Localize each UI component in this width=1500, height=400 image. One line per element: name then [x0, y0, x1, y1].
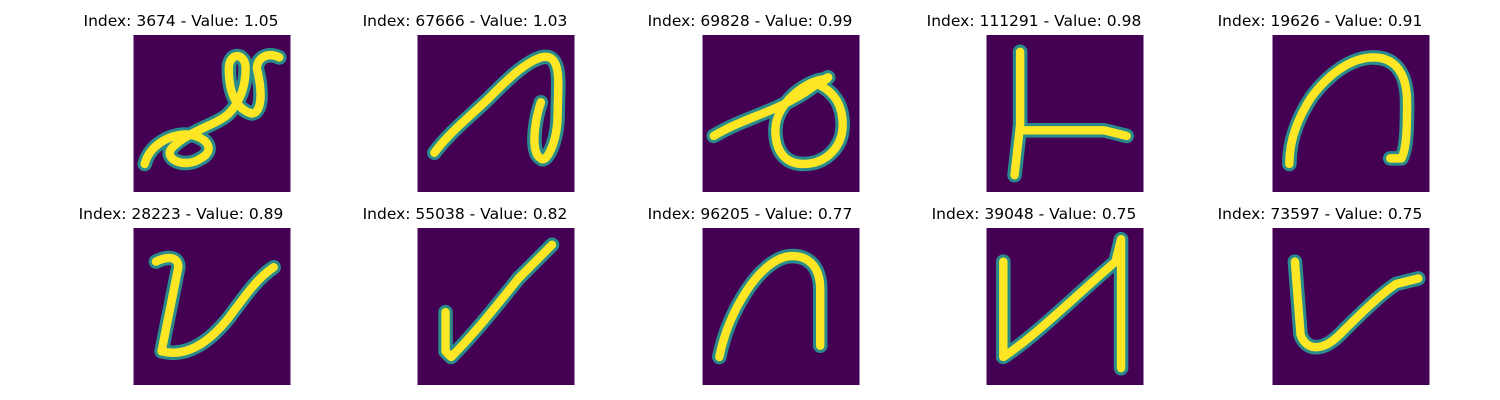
glyph-stroke-inner [441, 240, 557, 362]
glyph-stroke-inner [999, 235, 1126, 373]
glyph-image [1272, 228, 1430, 385]
panel-title: Index: 96205 - Value: 0.77 [647, 205, 853, 223]
panel-title: Index: 73597 - Value: 0.75 [1217, 205, 1423, 223]
glyph-stroke-inner [430, 52, 563, 164]
glyph-image [133, 35, 291, 192]
panel: Index: 3674 - Value: 1.05 [31, 0, 331, 192]
glyph-stroke-inner [1285, 53, 1412, 169]
panel-title: Index: 28223 - Value: 0.89 [78, 205, 284, 223]
panel-title: Index: 39048 - Value: 0.75 [931, 205, 1137, 223]
panel: Index: 69828 - Value: 0.99 [600, 0, 900, 192]
glyph-stroke-inner [140, 51, 284, 169]
glyph-image [1272, 35, 1430, 192]
glyph-image [417, 228, 575, 385]
panel-title: Index: 69828 - Value: 0.99 [647, 12, 853, 30]
panel: Index: 28223 - Value: 0.89 [31, 193, 331, 385]
panel: Index: 55038 - Value: 0.82 [315, 193, 615, 385]
glyph-image [702, 228, 860, 385]
glyph-stroke-inner [709, 73, 847, 169]
panel: Index: 67666 - Value: 1.03 [315, 0, 615, 192]
glyph-image [702, 35, 860, 192]
panel-title: Index: 19626 - Value: 0.91 [1217, 12, 1423, 30]
panel: Index: 19626 - Value: 0.91 [1170, 0, 1470, 192]
glyph-image [417, 35, 575, 192]
panel: Index: 73597 - Value: 0.75 [1170, 193, 1470, 385]
panel: Index: 96205 - Value: 0.77 [600, 193, 900, 385]
glyph-image [986, 228, 1144, 385]
panel-title: Index: 67666 - Value: 1.03 [362, 12, 568, 30]
glyph-stroke-inner [1010, 47, 1131, 180]
glyph-background [133, 228, 291, 385]
glyph-image [986, 35, 1144, 192]
glyph-image [133, 228, 291, 385]
panel-title: Index: 55038 - Value: 0.82 [362, 205, 568, 223]
glyph-stroke-inner [715, 251, 825, 362]
glyph-stroke-inner [1290, 257, 1423, 352]
panel: Index: 111291 - Value: 0.98 [884, 0, 1184, 192]
panel: Index: 39048 - Value: 0.75 [884, 193, 1184, 385]
panel-title: Index: 3674 - Value: 1.05 [83, 12, 279, 30]
panel-title: Index: 111291 - Value: 0.98 [926, 12, 1142, 30]
glyph-stroke-inner [151, 253, 278, 357]
